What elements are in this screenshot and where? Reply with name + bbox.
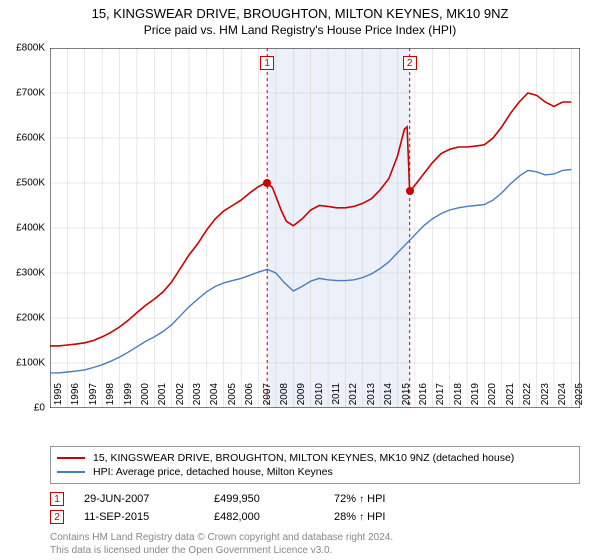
y-tick-label: £0 bbox=[0, 403, 45, 414]
chart-subtitle: Price paid vs. HM Land Registry's House … bbox=[0, 21, 600, 37]
x-tick-label: 2000 bbox=[140, 383, 151, 413]
chart-area: £0£100K£200K£300K£400K£500K£600K£700K£80… bbox=[50, 48, 580, 408]
chart-title: 15, KINGSWEAR DRIVE, BROUGHTON, MILTON K… bbox=[0, 0, 600, 21]
x-tick-label: 2023 bbox=[540, 383, 551, 413]
up-arrow-icon: ↑ bbox=[359, 494, 364, 505]
x-tick-label: 2025 bbox=[574, 383, 585, 413]
y-tick-label: £800K bbox=[0, 43, 45, 54]
x-tick-label: 2015 bbox=[401, 383, 412, 413]
legend-box: 15, KINGSWEAR DRIVE, BROUGHTON, MILTON K… bbox=[50, 446, 580, 484]
y-tick-label: £600K bbox=[0, 133, 45, 144]
x-tick-label: 2018 bbox=[453, 383, 464, 413]
x-tick-label: 2021 bbox=[505, 383, 516, 413]
y-tick-label: £300K bbox=[0, 268, 45, 279]
x-tick-label: 1996 bbox=[70, 383, 81, 413]
sale-pct: 72% ↑ HPI bbox=[334, 493, 414, 505]
x-tick-label: 2019 bbox=[470, 383, 481, 413]
sales-table: 1 29-JUN-2007 £499,950 72% ↑ HPI 2 11-SE… bbox=[50, 490, 580, 526]
sale-pct: 28% ↑ HPI bbox=[334, 511, 414, 523]
sale-dot bbox=[406, 187, 414, 195]
sale-date: 29-JUN-2007 bbox=[84, 493, 214, 505]
x-tick-label: 2001 bbox=[157, 383, 168, 413]
x-tick-label: 1995 bbox=[53, 383, 64, 413]
chart-container: 15, KINGSWEAR DRIVE, BROUGHTON, MILTON K… bbox=[0, 0, 600, 560]
sale-marker-chart-box: 2 bbox=[403, 56, 417, 70]
x-tick-label: 2002 bbox=[175, 383, 186, 413]
legend-swatch bbox=[57, 457, 85, 459]
y-tick-label: £500K bbox=[0, 178, 45, 189]
sale-marker-box: 1 bbox=[50, 492, 64, 506]
pct-suffix: HPI bbox=[367, 493, 385, 505]
sale-date: 11-SEP-2015 bbox=[84, 511, 214, 523]
x-tick-label: 2024 bbox=[557, 383, 568, 413]
x-tick-label: 2011 bbox=[331, 383, 342, 413]
legend-row: HPI: Average price, detached house, Milt… bbox=[57, 465, 573, 479]
sale-marker-chart-box: 1 bbox=[260, 56, 274, 70]
y-tick-label: £200K bbox=[0, 313, 45, 324]
x-tick-label: 2008 bbox=[279, 383, 290, 413]
legend-swatch bbox=[57, 471, 85, 473]
pct-suffix: HPI bbox=[367, 511, 385, 523]
sale-row: 2 11-SEP-2015 £482,000 28% ↑ HPI bbox=[50, 508, 580, 526]
footer-line: This data is licensed under the Open Gov… bbox=[50, 545, 393, 558]
legend-label: 15, KINGSWEAR DRIVE, BROUGHTON, MILTON K… bbox=[93, 452, 514, 464]
y-tick-label: £700K bbox=[0, 88, 45, 99]
plot-svg bbox=[50, 48, 580, 408]
x-tick-label: 2010 bbox=[314, 383, 325, 413]
x-tick-label: 2016 bbox=[418, 383, 429, 413]
legend-label: HPI: Average price, detached house, Milt… bbox=[93, 466, 333, 478]
legend-row: 15, KINGSWEAR DRIVE, BROUGHTON, MILTON K… bbox=[57, 451, 573, 465]
x-tick-label: 2013 bbox=[366, 383, 377, 413]
x-tick-label: 2009 bbox=[296, 383, 307, 413]
sale-dot bbox=[263, 179, 271, 187]
sale-marker-box: 2 bbox=[50, 510, 64, 524]
pct-value: 72% bbox=[334, 493, 356, 505]
x-tick-label: 2006 bbox=[244, 383, 255, 413]
x-tick-label: 2005 bbox=[227, 383, 238, 413]
x-tick-label: 2017 bbox=[435, 383, 446, 413]
x-tick-label: 2012 bbox=[348, 383, 359, 413]
y-tick-label: £400K bbox=[0, 223, 45, 234]
x-tick-label: 2007 bbox=[262, 383, 273, 413]
x-tick-label: 2014 bbox=[383, 383, 394, 413]
footer-line: Contains HM Land Registry data © Crown c… bbox=[50, 532, 393, 545]
y-tick-label: £100K bbox=[0, 358, 45, 369]
x-tick-label: 2022 bbox=[522, 383, 533, 413]
x-tick-label: 2004 bbox=[209, 383, 220, 413]
x-tick-label: 1997 bbox=[88, 383, 99, 413]
x-tick-label: 2020 bbox=[487, 383, 498, 413]
footer-attribution: Contains HM Land Registry data © Crown c… bbox=[50, 532, 393, 557]
sale-row: 1 29-JUN-2007 £499,950 72% ↑ HPI bbox=[50, 490, 580, 508]
x-tick-label: 1999 bbox=[123, 383, 134, 413]
pct-value: 28% bbox=[334, 511, 356, 523]
x-tick-label: 2003 bbox=[192, 383, 203, 413]
sale-price: £482,000 bbox=[214, 511, 334, 523]
up-arrow-icon: ↑ bbox=[359, 512, 364, 523]
sale-price: £499,950 bbox=[214, 493, 334, 505]
x-tick-label: 1998 bbox=[105, 383, 116, 413]
